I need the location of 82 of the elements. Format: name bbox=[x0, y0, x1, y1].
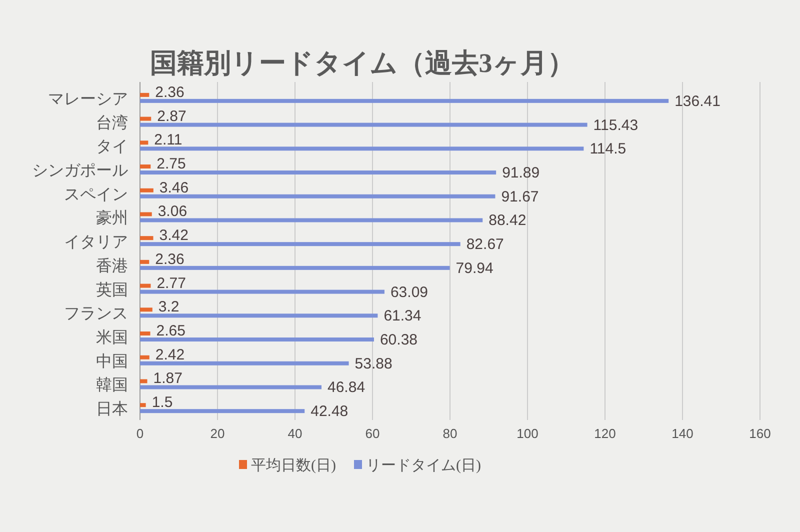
y-tick-label: イタリア bbox=[64, 234, 128, 252]
x-tick-label: 100 bbox=[516, 426, 538, 441]
bar bbox=[140, 116, 152, 121]
y-tick-label: スペイン bbox=[64, 186, 128, 204]
y-tick-label: 韓国 bbox=[96, 376, 128, 394]
data-label: 2.36 bbox=[155, 84, 184, 101]
data-label: 79.94 bbox=[456, 260, 494, 277]
bar bbox=[140, 290, 384, 294]
data-label: 2.77 bbox=[156, 274, 186, 292]
y-tick-label: 英国 bbox=[96, 280, 128, 299]
legend-label: 平均日数(日) bbox=[251, 457, 336, 474]
title: 国籍別リードタイム（過去3ヶ月） bbox=[150, 48, 574, 78]
data-label: 3.46 bbox=[159, 179, 189, 196]
x-tick-label: 0 bbox=[136, 426, 144, 441]
bar bbox=[140, 385, 322, 390]
bar bbox=[140, 332, 150, 336]
bar bbox=[140, 236, 154, 240]
data-label: 2.11 bbox=[154, 132, 182, 149]
data-label: 3.06 bbox=[158, 203, 188, 220]
data-label: 2.75 bbox=[156, 156, 186, 172]
data-label: 42.48 bbox=[310, 403, 348, 420]
data-label: 61.34 bbox=[384, 308, 422, 325]
data-label: 2.36 bbox=[155, 250, 184, 268]
data-label: 2.42 bbox=[155, 346, 185, 364]
bar bbox=[140, 242, 460, 246]
y-tick-label: 豪州 bbox=[96, 209, 128, 228]
bar bbox=[140, 218, 483, 222]
data-label: 3.2 bbox=[158, 298, 180, 316]
data-label: 115.43 bbox=[593, 116, 638, 134]
data-label: 1.5 bbox=[152, 394, 173, 412]
bar bbox=[140, 338, 374, 342]
bar bbox=[140, 355, 150, 360]
bar bbox=[140, 403, 146, 408]
bar bbox=[140, 98, 669, 103]
data-label: 91.67 bbox=[501, 188, 539, 206]
x-tick-label: 120 bbox=[594, 426, 616, 441]
bar bbox=[140, 188, 154, 192]
bar bbox=[140, 409, 305, 414]
y-tick-label: シンガポール bbox=[32, 162, 128, 180]
bar bbox=[140, 122, 588, 127]
y-tick-label: 台湾 bbox=[96, 114, 128, 132]
data-label: 114.5 bbox=[590, 140, 626, 158]
data-label: 82.67 bbox=[466, 236, 504, 254]
data-label: 2.87 bbox=[157, 108, 186, 125]
data-label: 2.65 bbox=[156, 322, 186, 340]
data-label: 53.88 bbox=[354, 355, 392, 372]
bar bbox=[140, 314, 378, 318]
bar bbox=[140, 379, 148, 384]
data-label: 63.09 bbox=[390, 284, 428, 301]
y-tick-label: 日本 bbox=[96, 400, 128, 418]
legend-label: リードタイム(日) bbox=[366, 458, 481, 474]
data-label: 1.87 bbox=[153, 370, 182, 388]
data-label: 46.84 bbox=[328, 379, 366, 396]
data-label: 60.38 bbox=[380, 332, 418, 348]
data-label: 3.42 bbox=[159, 227, 188, 244]
y-tick-label: フランス bbox=[64, 306, 128, 323]
x-tick-label: 160 bbox=[749, 426, 771, 441]
data-label: 91.89 bbox=[502, 164, 540, 182]
bar bbox=[140, 194, 496, 198]
bar bbox=[140, 140, 148, 145]
bar bbox=[140, 212, 152, 216]
x-tick-label: 40 bbox=[288, 426, 302, 441]
bar bbox=[140, 146, 584, 151]
y-tick-label: 中国 bbox=[96, 352, 128, 370]
bar bbox=[140, 308, 152, 312]
bar bbox=[140, 266, 450, 270]
bar bbox=[140, 284, 151, 288]
x-tick-label: 140 bbox=[672, 426, 694, 441]
bar bbox=[140, 170, 496, 174]
y-tick-label: 香港 bbox=[96, 256, 128, 275]
x-tick-label: 80 bbox=[442, 426, 458, 441]
x-tick-label: 60 bbox=[365, 426, 380, 441]
y-tick-label: マレーシア bbox=[48, 90, 128, 108]
data-label: 136.41 bbox=[674, 92, 720, 110]
x-tick-label: 20 bbox=[210, 426, 225, 441]
bar bbox=[140, 260, 150, 264]
bar bbox=[140, 361, 349, 366]
y-tick-label: 米国 bbox=[96, 328, 128, 346]
bar bbox=[140, 164, 151, 168]
y-tick-label: タイ bbox=[96, 138, 128, 156]
data-label: 88.42 bbox=[488, 212, 526, 230]
bar bbox=[140, 92, 150, 97]
